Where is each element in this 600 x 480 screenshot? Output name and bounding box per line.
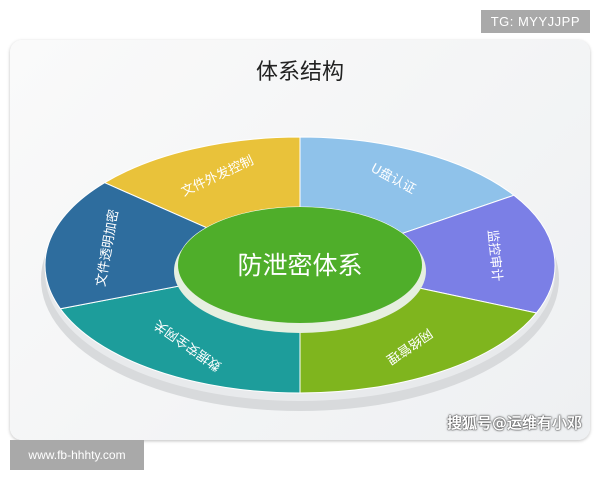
- tg-badge: TG: MYYJJPP: [480, 10, 590, 33]
- footer-url: www.fb-hhhty.com: [10, 440, 144, 470]
- diagram-title: 体系结构: [255, 60, 344, 85]
- center-label: 防泄密体系: [237, 251, 362, 280]
- segment-label: 监控审计: [484, 229, 504, 282]
- watermark: 搜狐号@运维有小邓: [446, 414, 582, 432]
- center-disc: [178, 207, 422, 323]
